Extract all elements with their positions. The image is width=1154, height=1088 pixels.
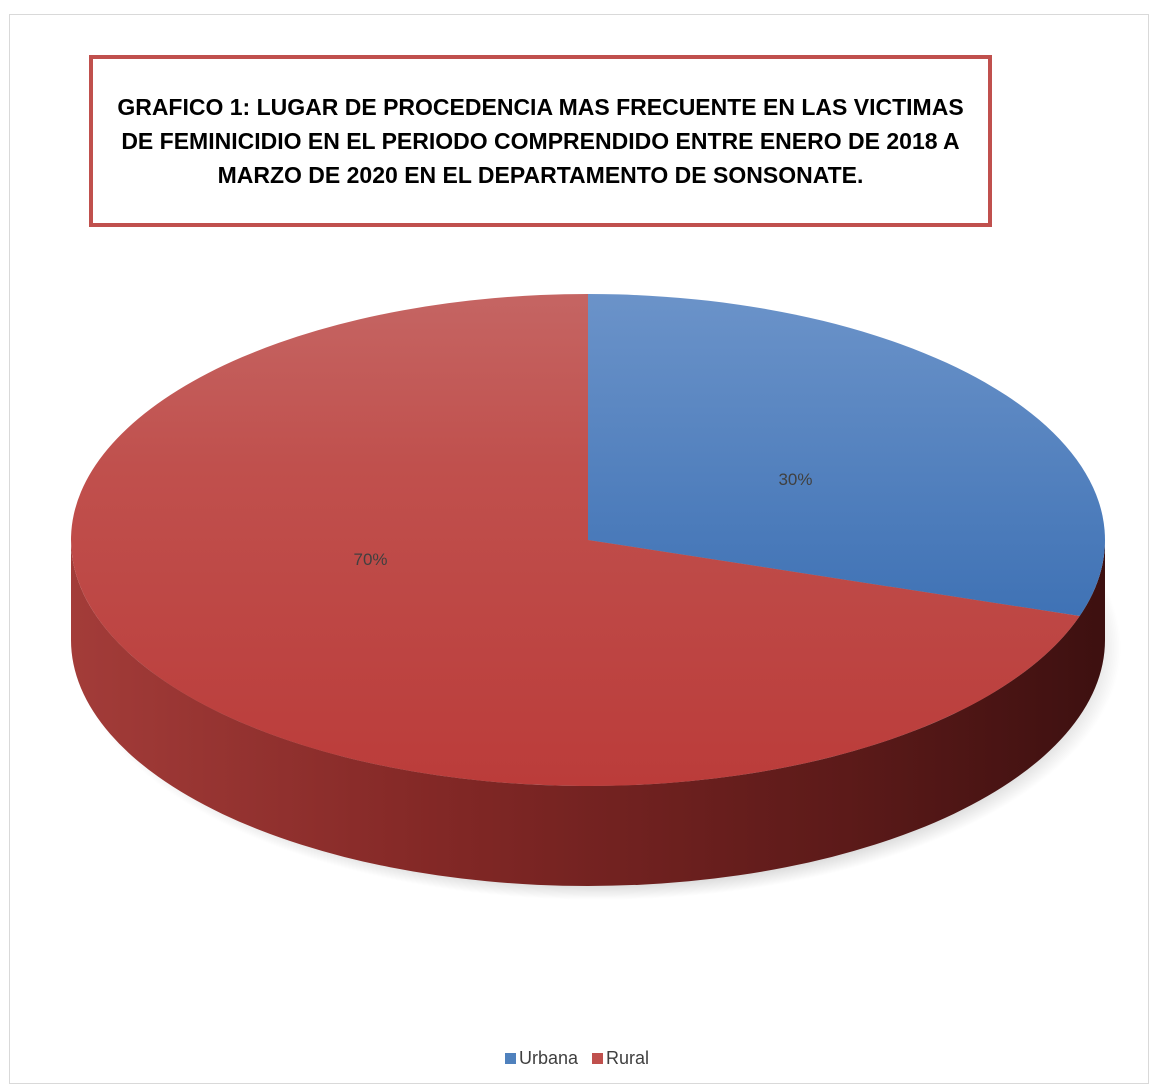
legend-swatch-rural: [592, 1053, 604, 1064]
chart-title-box: GRAFICO 1: LUGAR DE PROCEDENCIA MAS FREC…: [89, 55, 992, 227]
pie-slice-urbana: [588, 294, 1105, 617]
legend-swatch-urbana: [504, 1053, 516, 1064]
legend-label-rural: Rural: [606, 1048, 650, 1068]
pie-side-wall: [71, 540, 1105, 886]
legend-label-urbana: Urbana: [518, 1048, 579, 1068]
data-label-urbana: 30%: [778, 470, 812, 489]
pie-slice-rural: [71, 294, 1080, 786]
legend-item-urbana: Urbana: [504, 1048, 579, 1069]
chart-title: GRAFICO 1: LUGAR DE PROCEDENCIA MAS FREC…: [117, 94, 964, 188]
legend-item-rural: Rural: [592, 1048, 649, 1069]
data-label-rural: 70%: [353, 550, 387, 569]
chart-legend: Urbana Rural: [0, 1048, 1154, 1069]
